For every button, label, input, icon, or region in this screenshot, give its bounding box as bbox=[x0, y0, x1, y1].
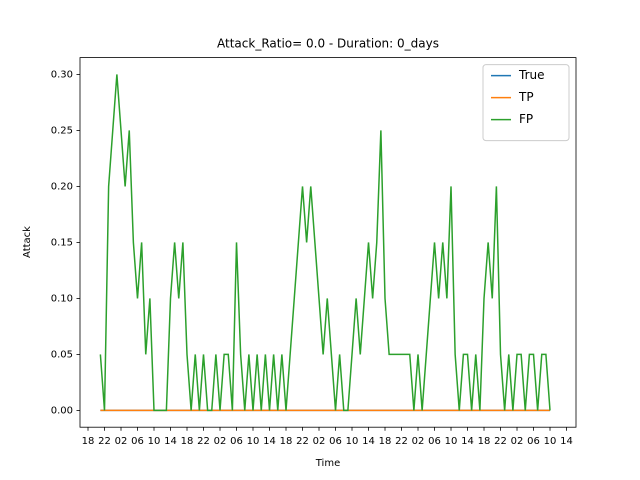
y-tick-label: 0.00 bbox=[51, 405, 73, 416]
x-tick-label: 02 bbox=[313, 436, 326, 447]
legend-box bbox=[482, 64, 570, 142]
x-tick-label: 06 bbox=[329, 436, 342, 447]
x-tick-label: 22 bbox=[296, 436, 309, 447]
x-tick-label: 06 bbox=[230, 436, 243, 447]
x-tick-label: 14 bbox=[362, 436, 375, 447]
x-tick-label: 18 bbox=[280, 436, 293, 447]
y-tick-label: 0.25 bbox=[51, 125, 73, 136]
x-tick-label: 02 bbox=[214, 436, 227, 447]
x-tick-label: 10 bbox=[247, 436, 260, 447]
legend-label: True bbox=[518, 68, 545, 82]
x-tick-label: 14 bbox=[263, 436, 276, 447]
x-tick-label: 06 bbox=[131, 436, 144, 447]
x-tick-label: 10 bbox=[148, 436, 161, 447]
x-tick-label: 18 bbox=[181, 436, 194, 447]
y-tick-label: 0.05 bbox=[51, 349, 73, 360]
y-tick-label: 0.20 bbox=[51, 181, 73, 192]
x-axis-label: Time bbox=[315, 458, 340, 469]
x-tick-label: 10 bbox=[346, 436, 359, 447]
legend-label: TP bbox=[518, 90, 534, 104]
series-line bbox=[99, 74, 551, 412]
x-tick-label: 22 bbox=[197, 436, 210, 447]
legend-label: FP bbox=[519, 112, 533, 126]
x-tick-label: 06 bbox=[527, 436, 540, 447]
x-tick-label: 02 bbox=[412, 436, 425, 447]
x-tick-label: 02 bbox=[511, 436, 524, 447]
x-tick-label: 14 bbox=[560, 436, 573, 447]
y-tick-label: 0.30 bbox=[51, 69, 73, 80]
x-tick-label: 14 bbox=[164, 436, 177, 447]
x-tick-label: 22 bbox=[98, 436, 111, 447]
x-tick-label: 10 bbox=[544, 436, 557, 447]
x-tick-label: 18 bbox=[82, 436, 95, 447]
x-tick-label: 18 bbox=[478, 436, 491, 447]
x-tick-label: 06 bbox=[428, 436, 441, 447]
y-tick-label: 0.15 bbox=[51, 237, 73, 248]
x-tick-label: 02 bbox=[115, 436, 128, 447]
x-tick-label: 10 bbox=[445, 436, 458, 447]
plot-frame bbox=[79, 57, 577, 428]
y-tick-label: 0.10 bbox=[51, 293, 73, 304]
x-tick-label: 18 bbox=[379, 436, 392, 447]
x-tick-label: 22 bbox=[395, 436, 408, 447]
y-axis-label: Attack bbox=[22, 226, 33, 258]
x-tick-label: 14 bbox=[461, 436, 474, 447]
chart-title: Attack_Ratio= 0.0 - Duration: 0_days bbox=[217, 37, 439, 51]
x-tick-label: 22 bbox=[494, 436, 507, 447]
